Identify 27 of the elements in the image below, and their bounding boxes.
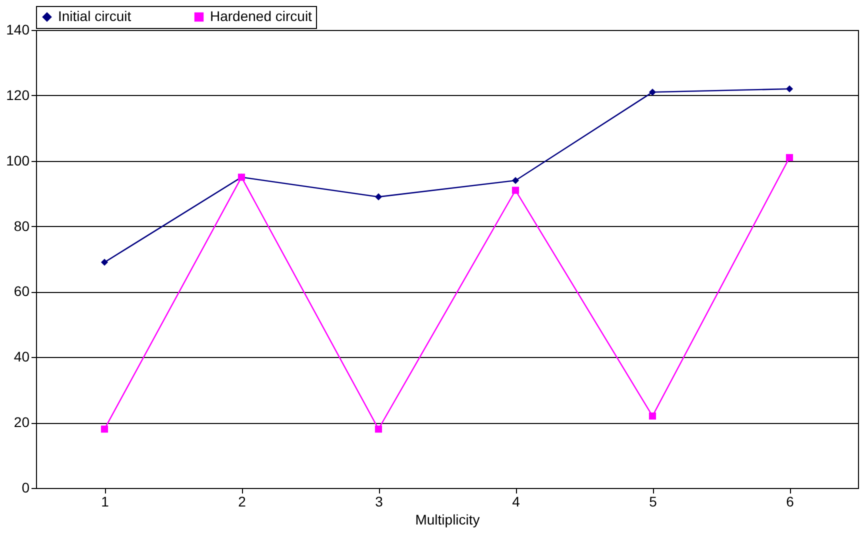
point xyxy=(786,85,794,92)
legend-label: Hardened circuit xyxy=(210,8,312,24)
legend-label: Initial circuit xyxy=(58,8,132,24)
point xyxy=(100,258,108,266)
point xyxy=(512,176,520,184)
x-tick-label: 3 xyxy=(375,494,384,510)
x-tick-label: 4 xyxy=(512,494,520,510)
y-tick-label: 80 xyxy=(14,218,30,234)
x-tick-label: 5 xyxy=(649,494,658,510)
point xyxy=(786,154,794,162)
point xyxy=(374,193,382,200)
y-tick-label: 140 xyxy=(6,22,30,38)
x-axis-title: Multiplicity xyxy=(415,512,480,528)
point xyxy=(374,426,382,433)
y-tick-label: 60 xyxy=(14,283,30,300)
y-tick-label: 0 xyxy=(22,480,30,496)
y-tick-label: 40 xyxy=(14,348,30,365)
point xyxy=(100,426,108,433)
point xyxy=(648,88,656,96)
y-tick-label: 20 xyxy=(14,414,30,430)
x-tick-label: 1 xyxy=(101,494,110,510)
point xyxy=(648,412,656,420)
x-tick-label: 6 xyxy=(786,494,794,510)
x-tick-label: 2 xyxy=(238,494,246,510)
point xyxy=(512,186,520,194)
y-tick-label: 100 xyxy=(6,152,30,168)
y-tick-label: 120 xyxy=(6,86,30,103)
